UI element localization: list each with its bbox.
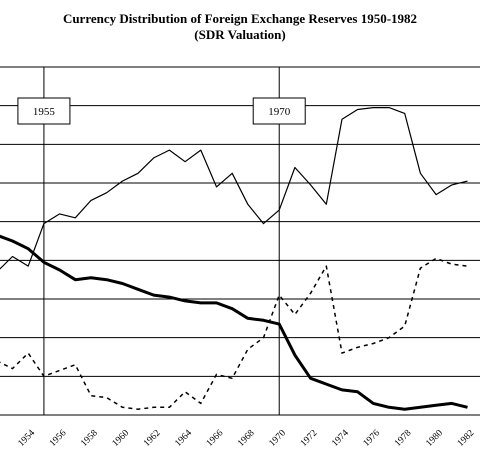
x-tick-label: 1976: [362, 428, 383, 449]
chart-title: Currency Distribution of Foreign Exchang…: [62, 11, 418, 26]
x-tick-label: 1958: [79, 428, 100, 449]
chart-subtitle: (SDR Valuation): [194, 27, 286, 42]
series-line-dashed: [0, 257, 468, 410]
x-tick-label: 1982: [456, 428, 477, 449]
x-tick-label: 1980: [424, 428, 445, 449]
annotation-label: 1955: [33, 106, 56, 118]
annotations: 1955 1970: [17, 67, 306, 415]
series-lines: [0, 106, 468, 411]
x-axis: 1954 1956 1958 1960 1962 1964 1966 1968 1970 1972…: [17, 428, 477, 449]
annotation-box: [252, 97, 306, 125]
series-line-thick: [0, 234, 468, 411]
annotation-label: 1970: [268, 106, 291, 118]
x-tick-label: 1972: [299, 428, 320, 449]
x-tick-label: 1970: [268, 428, 289, 449]
x-tick-label: 1962: [142, 428, 163, 449]
series-line-thin: [0, 106, 468, 270]
x-tick-label: 1956: [48, 428, 69, 449]
x-tick-label: 1954: [17, 428, 38, 449]
x-tick-label: 1966: [205, 428, 226, 449]
x-tick-label: 1968: [236, 428, 257, 449]
x-tick-label: 1974: [330, 428, 351, 449]
gridlines: [0, 66, 480, 416]
x-tick-label: 1964: [173, 428, 194, 449]
x-tick-label: 1978: [393, 428, 414, 449]
x-tick-label: 1960: [111, 428, 132, 449]
annotation-box: [17, 97, 71, 125]
